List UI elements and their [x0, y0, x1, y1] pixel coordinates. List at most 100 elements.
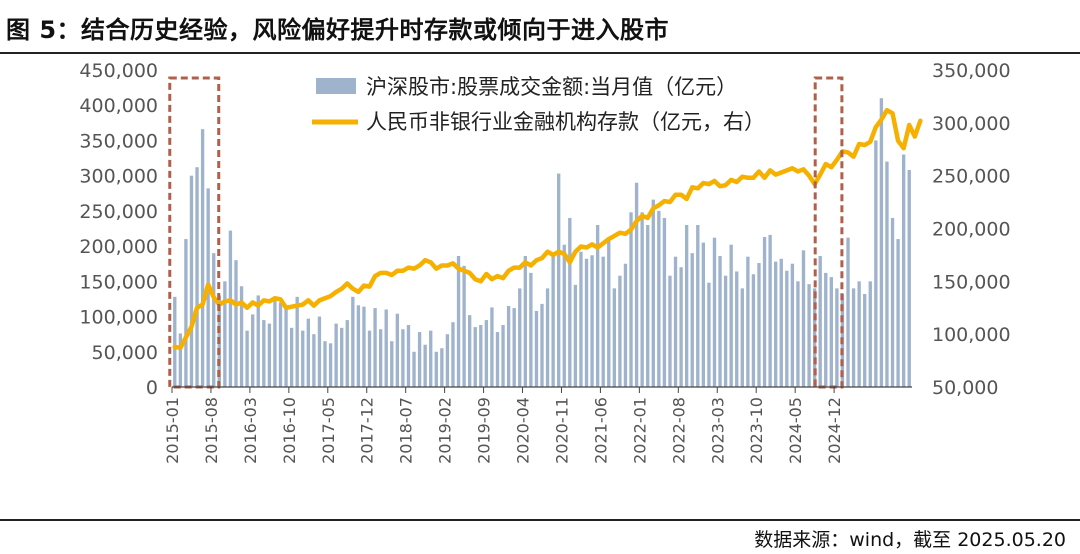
x-tick-label: 2019-02: [436, 397, 455, 464]
bar: [245, 330, 249, 387]
bar: [679, 267, 683, 387]
bar: [406, 325, 411, 387]
bar: [390, 341, 394, 387]
bar: [228, 230, 233, 387]
bar: [851, 288, 856, 387]
bar: [573, 284, 578, 387]
bar: [423, 344, 427, 387]
bar: [256, 295, 260, 387]
bar: [512, 308, 516, 387]
left-tick-label: 200,000: [79, 236, 158, 258]
bar: [295, 296, 299, 387]
bar: [557, 173, 561, 387]
bar: [651, 199, 655, 387]
x-tick-label: 2021-06: [591, 397, 610, 464]
bar: [239, 286, 244, 387]
bar: [289, 327, 294, 387]
x-tick-label: 2024-05: [786, 397, 805, 464]
bar: [251, 314, 255, 387]
bar: [445, 334, 450, 387]
bar: [746, 256, 750, 387]
bar: [484, 320, 489, 387]
bar: [506, 305, 511, 387]
bar: [634, 182, 639, 387]
bar: [479, 325, 483, 387]
bar: [584, 258, 589, 387]
left-tick-label: 0: [146, 377, 158, 399]
bar: [178, 333, 183, 387]
bar: [579, 251, 583, 387]
bar: [234, 260, 238, 387]
bar: [262, 320, 266, 387]
left-tick-label: 400,000: [79, 95, 158, 117]
bar: [790, 263, 795, 387]
x-tick-label: 2019-09: [475, 397, 494, 464]
right-tick-label: 250,000: [932, 166, 1011, 188]
bar: [401, 329, 405, 387]
x-tick-label: 2015-01: [163, 397, 182, 464]
bar: [829, 277, 833, 387]
left-tick-label: 300,000: [79, 166, 158, 188]
bar: [189, 175, 194, 387]
x-tick-label: 2015-08: [202, 397, 221, 464]
bar: [623, 263, 628, 387]
bar: [696, 224, 700, 387]
bar: [412, 351, 416, 387]
bar: [701, 242, 706, 387]
bar: [301, 330, 305, 387]
bar: [901, 154, 906, 387]
top-rule: [0, 52, 1080, 54]
bar: [863, 294, 867, 387]
line-series: [172, 107, 923, 351]
x-tick-label: 2016-03: [241, 397, 260, 464]
right-tick-label: 50,000: [932, 377, 998, 399]
bar: [735, 271, 739, 387]
bar: [618, 275, 622, 387]
bar-series: [173, 98, 911, 388]
x-tick-label: 2017-05: [319, 397, 338, 464]
bar: [200, 129, 205, 388]
bar: [340, 327, 344, 387]
bar: [868, 281, 872, 387]
bar: [590, 255, 594, 387]
bar: [384, 309, 388, 387]
bar: [184, 239, 188, 387]
bar: [551, 253, 555, 387]
bar: [751, 274, 756, 387]
bar: [378, 329, 383, 387]
legend: 沪深股市:股票成交金额:当月值（亿元） 人民币非银行业金融机构存款（亿元，右）: [312, 75, 765, 134]
bar: [312, 334, 316, 387]
bar: [451, 322, 455, 387]
bar: [595, 224, 600, 387]
bar: [351, 296, 355, 387]
bar: [846, 237, 850, 387]
source-note: 数据来源：wind，截至 2025.05.20: [754, 529, 1066, 551]
legend-label-bar: 沪深股市:股票成交金额:当月值（亿元）: [366, 75, 737, 99]
bar: [195, 167, 199, 387]
bar: [712, 237, 717, 387]
right-tick-label: 150,000: [932, 271, 1011, 293]
bar: [495, 332, 500, 387]
bar: [796, 281, 800, 387]
chart: 2015-01 2015-08 2016-03 2016-10 2017-05 2017-…: [79, 60, 1010, 464]
bar: [601, 256, 605, 387]
bar: [668, 275, 672, 387]
x-tick-label: 2020-11: [552, 397, 571, 464]
bar: [640, 212, 644, 387]
bar: [462, 265, 466, 387]
bar: [223, 281, 227, 387]
bar: [757, 263, 761, 387]
x-tick-label: 2023-10: [747, 397, 766, 464]
bar: [173, 296, 177, 387]
bar: [328, 343, 333, 387]
figure-title: 图 5：结合历史经验，风险偏好提升时存款或倾向于进入股市: [6, 16, 670, 44]
bar: [673, 256, 678, 387]
bar: [890, 217, 895, 387]
axes: 2015-01 2015-08 2016-03 2016-10 2017-05 2017-…: [79, 60, 1010, 464]
deposit-line: [172, 107, 923, 351]
left-tick-label: 250,000: [79, 201, 158, 223]
bar: [317, 316, 322, 387]
bar: [395, 313, 400, 387]
bar: [362, 306, 366, 387]
bar: [529, 272, 533, 387]
